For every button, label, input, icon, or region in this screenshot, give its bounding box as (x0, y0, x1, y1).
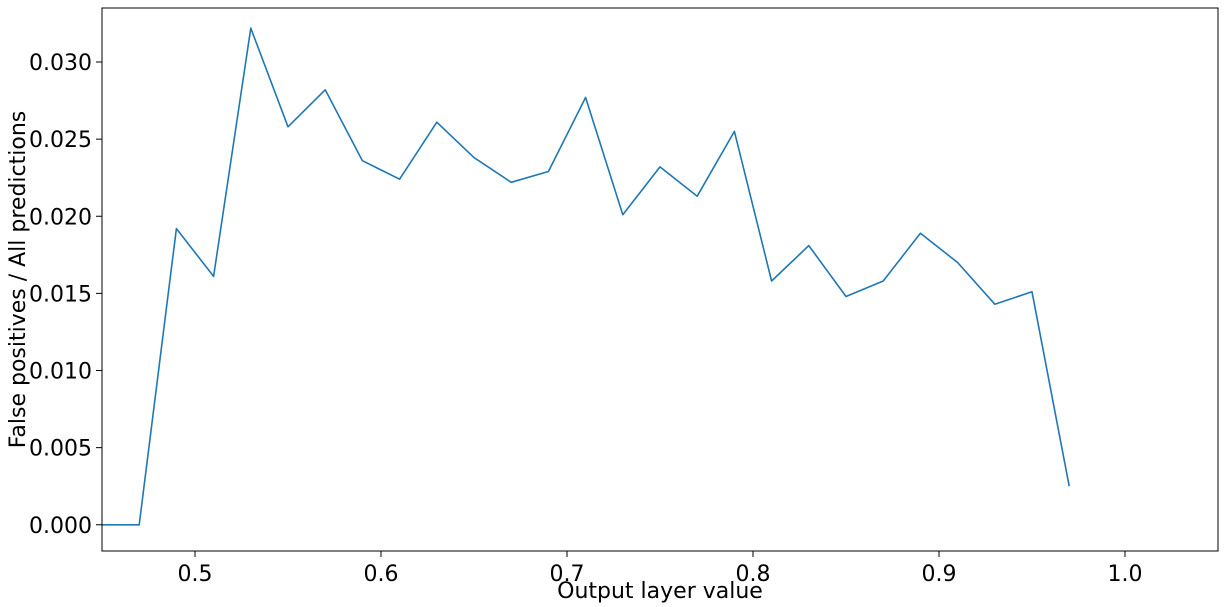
x-axis-label: Output layer value (557, 579, 763, 604)
y-tick-label: 0.005 (29, 437, 92, 462)
x-tick-label: 0.9 (922, 562, 957, 587)
y-tick-label: 0.015 (29, 282, 92, 307)
y-tick-label: 0.010 (29, 360, 92, 385)
x-tick-label: 0.8 (736, 562, 771, 587)
plot-area (102, 8, 1218, 551)
plot-frame (101, 7, 1219, 552)
y-tick-label: 0.025 (29, 128, 92, 153)
y-tick-label: 0.030 (29, 51, 92, 76)
y-tick-label: 0.020 (29, 205, 92, 230)
series-line (102, 27, 1070, 526)
y-tick-label: 0.000 (29, 514, 92, 539)
x-tick-label: 0.5 (178, 562, 213, 587)
x-tick-label: 0.6 (364, 562, 399, 587)
y-axis-ticks: 0.000 0.005 0.010 0.015 0.020 0.025 0.030 (29, 51, 102, 539)
x-tick-label: 1.0 (1108, 562, 1143, 587)
x-axis-ticks: 0.5 0.6 0.7 0.8 0.9 1.0 (178, 551, 1143, 587)
x-tick-label: 0.7 (550, 562, 585, 587)
y-axis-label: False positives / All predictions (6, 111, 31, 448)
